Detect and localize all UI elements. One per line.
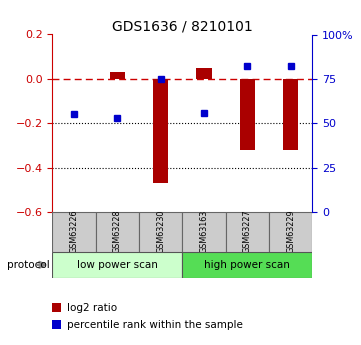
Text: GSM63163: GSM63163 <box>200 210 208 253</box>
Bar <box>153 79 168 183</box>
Text: low power scan: low power scan <box>77 260 158 270</box>
FancyBboxPatch shape <box>52 252 182 278</box>
FancyBboxPatch shape <box>52 212 96 252</box>
FancyBboxPatch shape <box>182 212 226 252</box>
Title: GDS1636 / 8210101: GDS1636 / 8210101 <box>112 19 253 33</box>
Text: GSM63229: GSM63229 <box>286 209 295 253</box>
Bar <box>110 72 125 79</box>
Bar <box>240 79 255 150</box>
FancyBboxPatch shape <box>269 212 312 252</box>
Text: percentile rank within the sample: percentile rank within the sample <box>67 321 243 330</box>
Text: protocol: protocol <box>7 260 50 270</box>
Text: log2 ratio: log2 ratio <box>67 303 117 313</box>
Text: GSM63227: GSM63227 <box>243 209 252 253</box>
FancyBboxPatch shape <box>139 212 182 252</box>
Bar <box>196 68 212 79</box>
FancyBboxPatch shape <box>182 252 312 278</box>
Bar <box>283 79 298 150</box>
Text: high power scan: high power scan <box>204 260 290 270</box>
FancyBboxPatch shape <box>226 212 269 252</box>
Text: GSM63226: GSM63226 <box>70 209 78 253</box>
FancyBboxPatch shape <box>96 212 139 252</box>
Text: GSM63230: GSM63230 <box>156 209 165 253</box>
Text: GSM63228: GSM63228 <box>113 209 122 253</box>
